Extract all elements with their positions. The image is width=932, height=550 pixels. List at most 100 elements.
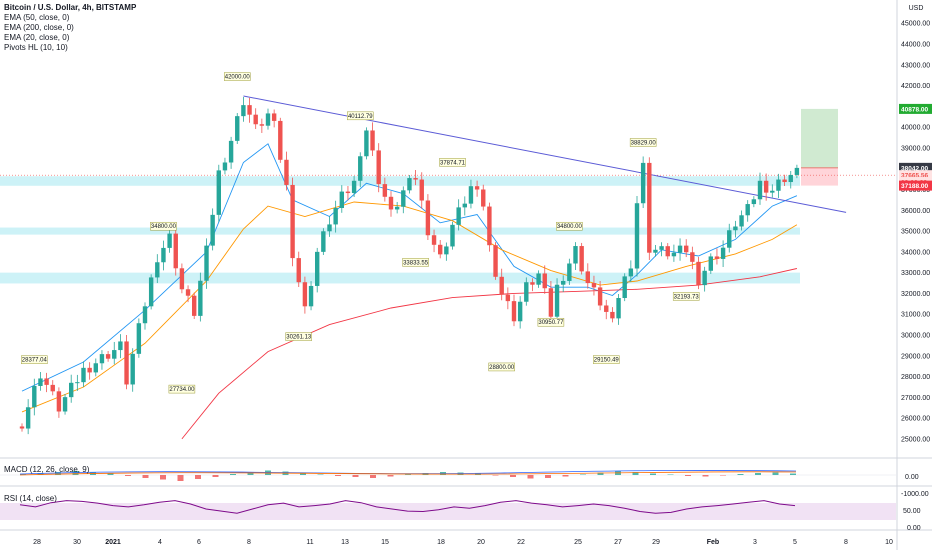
candle	[468, 186, 474, 204]
candle	[419, 179, 424, 201]
time-label: 22	[517, 539, 525, 546]
macd-signal-line	[19, 471, 797, 476]
candle	[444, 246, 449, 255]
candle	[770, 190, 775, 193]
pivot-label: 32193.73	[674, 294, 700, 300]
pivot-label: 27734.00	[169, 387, 195, 393]
price-tick: 27000.00	[901, 395, 930, 402]
macd-bar	[177, 475, 184, 481]
candle	[388, 196, 394, 210]
candle	[554, 284, 560, 317]
candle	[75, 382, 80, 384]
time-label: 4	[158, 539, 162, 546]
price-tick: 44000.00	[901, 42, 930, 49]
rsi-label[interactable]: RSI (14, close)	[4, 494, 57, 503]
candle	[597, 287, 603, 306]
candle	[124, 341, 129, 385]
candle	[684, 245, 689, 253]
candle	[32, 385, 37, 408]
macd-tick: 0.00	[905, 474, 919, 481]
pivot-label-box	[537, 317, 565, 327]
legend-ema200[interactable]: EMA (200, close, 0)	[4, 23, 74, 32]
pivot-label-box	[556, 221, 583, 231]
macd-bar	[125, 475, 131, 476]
macd-bar	[20, 474, 26, 475]
candle	[394, 206, 400, 210]
macd-bar	[370, 475, 376, 478]
candle	[610, 311, 615, 319]
price-tick: 30000.00	[901, 333, 930, 340]
candle	[474, 186, 480, 190]
time-label: 8	[247, 539, 251, 546]
candle	[333, 208, 338, 225]
candle	[640, 162, 646, 204]
price-badge	[899, 180, 932, 191]
macd-bar	[107, 473, 114, 475]
candle	[179, 268, 185, 290]
candle	[622, 276, 627, 299]
candle	[530, 282, 535, 285]
macd-bar	[37, 473, 44, 475]
candle	[327, 224, 332, 232]
candle	[118, 341, 123, 351]
legend: Bitcoin / U.S. Dollar, 4h, BITSTAMP EMA …	[4, 3, 136, 53]
price-tick: 28000.00	[901, 374, 930, 381]
price-tick: 42000.00	[901, 83, 930, 90]
candle	[87, 367, 92, 373]
pivot-label-box	[402, 258, 429, 267]
candle	[339, 191, 344, 209]
time-label: 10	[885, 539, 893, 546]
candle	[38, 378, 43, 386]
price-badge-text: 37188.00	[901, 183, 928, 190]
candle	[524, 282, 529, 302]
pivot-label: 30261.13	[286, 335, 312, 341]
candle	[407, 178, 412, 191]
macd-bar	[667, 474, 674, 475]
candle	[62, 397, 68, 412]
macd-bar	[597, 472, 604, 475]
candle	[499, 276, 504, 295]
candle	[136, 323, 142, 354]
time-label: 15	[381, 539, 389, 546]
candle	[155, 262, 160, 278]
macd-bar	[55, 472, 61, 475]
price-tick: 40000.00	[901, 125, 930, 132]
candle	[487, 206, 492, 246]
axis-currency: USD	[909, 5, 924, 12]
candle	[376, 150, 381, 185]
candle	[204, 245, 209, 281]
macd-bar	[510, 475, 516, 477]
pivot-label: 28377.04	[22, 358, 48, 364]
candle	[345, 191, 351, 194]
macd-label[interactable]: MACD (12, 26, close, 9)	[4, 465, 90, 474]
candle	[745, 204, 750, 216]
candle	[536, 273, 541, 285]
macd-bar	[195, 475, 201, 479]
candle	[69, 382, 74, 398]
candle	[81, 367, 86, 383]
candle	[247, 105, 252, 115]
candle	[302, 282, 308, 307]
price-tick: 45000.00	[901, 21, 930, 28]
position-target-zone	[801, 108, 838, 168]
price-badge	[899, 170, 932, 181]
time-label: 6	[197, 539, 201, 546]
macd-bar	[720, 475, 726, 476]
candle	[278, 120, 283, 160]
candle	[671, 252, 677, 257]
candle	[358, 156, 363, 181]
pivot-label: 40112.79	[348, 114, 373, 120]
candle	[161, 247, 166, 263]
candle	[105, 354, 111, 359]
macd-bar	[335, 475, 341, 476]
rsi-band	[0, 503, 896, 520]
legend-symbol[interactable]: Bitcoin / U.S. Dollar, 4h, BITSTAMP	[4, 3, 137, 12]
macd-bar	[562, 475, 569, 477]
candle	[438, 244, 443, 255]
support-zone	[0, 227, 800, 235]
legend-pivots[interactable]: Pivots HL (10, 10)	[4, 43, 68, 52]
legend-ema50[interactable]: EMA (50, close, 0)	[4, 13, 70, 22]
legend-ema20[interactable]: EMA (20, close, 0)	[4, 33, 70, 42]
